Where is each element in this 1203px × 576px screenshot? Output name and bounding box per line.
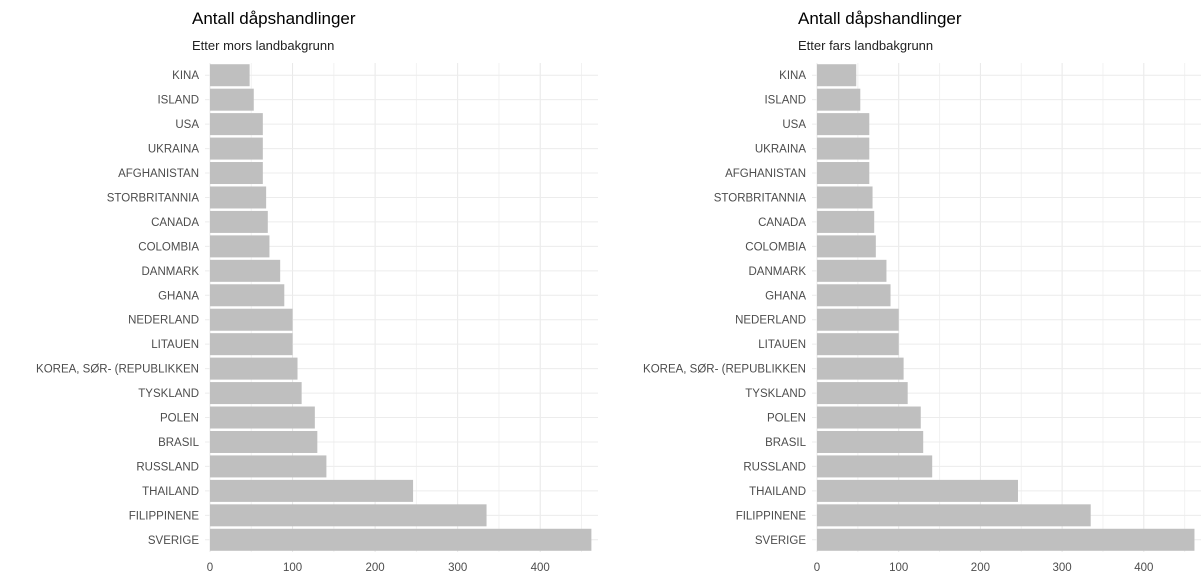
category-label: CANADA	[151, 217, 199, 229]
category-label: BRASIL	[765, 437, 807, 449]
x-tick-label: 400	[531, 562, 550, 574]
bar	[817, 64, 857, 87]
bar	[817, 210, 875, 233]
bar	[210, 479, 414, 502]
bar	[817, 308, 899, 331]
category-label: KOREA, SØR- (REPUBLIKKEN	[643, 364, 806, 376]
x-tick-label: 300	[448, 562, 467, 574]
category-label: FILIPPINENE	[736, 510, 807, 522]
chart-title: Antall dåpshandlinger	[192, 9, 356, 28]
x-tick-label: 0	[814, 562, 820, 574]
chart-subtitle: Etter fars landbakgrunn	[798, 38, 934, 53]
bar	[817, 455, 933, 478]
bar	[817, 430, 924, 453]
category-label: UKRAINA	[755, 144, 806, 156]
x-tick-label: 200	[971, 562, 990, 574]
bar	[210, 113, 263, 136]
chart-mors-landbakgrunn: Antall dåpshandlinger Etter mors landbak…	[0, 0, 600, 576]
bar	[817, 113, 870, 136]
category-label: DANMARK	[748, 266, 806, 278]
category-label: RUSSLAND	[136, 461, 199, 473]
chart-subtitle: Etter mors landbakgrunn	[192, 38, 335, 53]
category-label: RUSSLAND	[743, 461, 806, 473]
bar	[817, 479, 1018, 502]
bar	[210, 528, 592, 551]
bar	[817, 504, 1091, 527]
category-label: TYSKLAND	[138, 388, 199, 400]
x-tick-label: 400	[1134, 562, 1153, 574]
x-tick-label: 100	[283, 562, 302, 574]
bar	[817, 406, 921, 429]
x-tick-label: 0	[207, 562, 213, 574]
category-label: SVERIGE	[148, 535, 199, 547]
bar	[817, 186, 873, 209]
bar	[210, 64, 250, 87]
category-label: USA	[175, 119, 199, 131]
category-label: LITAUEN	[758, 339, 806, 351]
category-label: TYSKLAND	[745, 388, 806, 400]
bar	[817, 235, 876, 258]
category-label: LITAUEN	[151, 339, 199, 351]
bar	[210, 382, 302, 405]
category-label: AFGHANISTAN	[118, 168, 199, 180]
bar	[210, 235, 270, 258]
category-label: GHANA	[158, 290, 199, 302]
bar-chart-plot: KINA ISLAND USA UKRAINA AFGHANISTAN STORBRITA…	[36, 63, 598, 574]
bar	[210, 357, 298, 380]
category-label: ISLAND	[157, 95, 199, 107]
bar	[210, 333, 293, 356]
bar	[210, 284, 285, 307]
bar	[817, 382, 908, 405]
category-label: COLOMBIA	[138, 241, 199, 253]
bar	[210, 88, 254, 111]
bar	[210, 210, 268, 233]
bar	[210, 137, 263, 160]
bar	[817, 333, 899, 356]
bar	[210, 162, 263, 185]
bar	[210, 406, 315, 429]
x-tick-label: 300	[1053, 562, 1072, 574]
bar	[817, 357, 904, 380]
category-label: UKRAINA	[148, 144, 199, 156]
category-label: BRASIL	[158, 437, 200, 449]
category-label: CANADA	[758, 217, 806, 229]
category-label: STORBRITANNIA	[714, 192, 807, 204]
category-label: COLOMBIA	[745, 241, 806, 253]
category-label: DANMARK	[141, 266, 199, 278]
category-label: NEDERLAND	[128, 315, 199, 327]
bar	[210, 259, 281, 282]
category-label: THAILAND	[749, 486, 806, 498]
category-label: NEDERLAND	[735, 315, 806, 327]
category-label: AFGHANISTAN	[725, 168, 806, 180]
category-label: FILIPPINENE	[129, 510, 200, 522]
bar-chart-plot: KINA ISLAND USA UKRAINA AFGHANISTAN STORBRITA…	[643, 63, 1201, 574]
bar	[817, 528, 1195, 551]
category-label: KINA	[779, 70, 806, 82]
category-label: KINA	[172, 70, 199, 82]
category-label: SVERIGE	[755, 535, 806, 547]
category-label: THAILAND	[142, 486, 199, 498]
category-label: USA	[782, 119, 806, 131]
bar	[817, 162, 870, 185]
category-label: ISLAND	[764, 95, 806, 107]
x-tick-label: 200	[366, 562, 385, 574]
category-label: STORBRITANNIA	[107, 192, 200, 204]
bar	[210, 308, 293, 331]
bar	[817, 259, 887, 282]
category-label: GHANA	[765, 290, 806, 302]
bar	[817, 284, 891, 307]
bar	[210, 186, 267, 209]
bar	[210, 430, 318, 453]
category-label: POLEN	[160, 413, 199, 425]
category-label: POLEN	[767, 413, 806, 425]
chart-title: Antall dåpshandlinger	[798, 9, 962, 28]
bar	[210, 455, 327, 478]
bar	[817, 137, 870, 160]
category-label: KOREA, SØR- (REPUBLIKKEN	[36, 364, 199, 376]
bar	[210, 504, 487, 527]
chart-fars-landbakgrunn: Antall dåpshandlinger Etter fars landbak…	[603, 0, 1203, 576]
x-tick-label: 100	[889, 562, 908, 574]
bar	[817, 88, 861, 111]
